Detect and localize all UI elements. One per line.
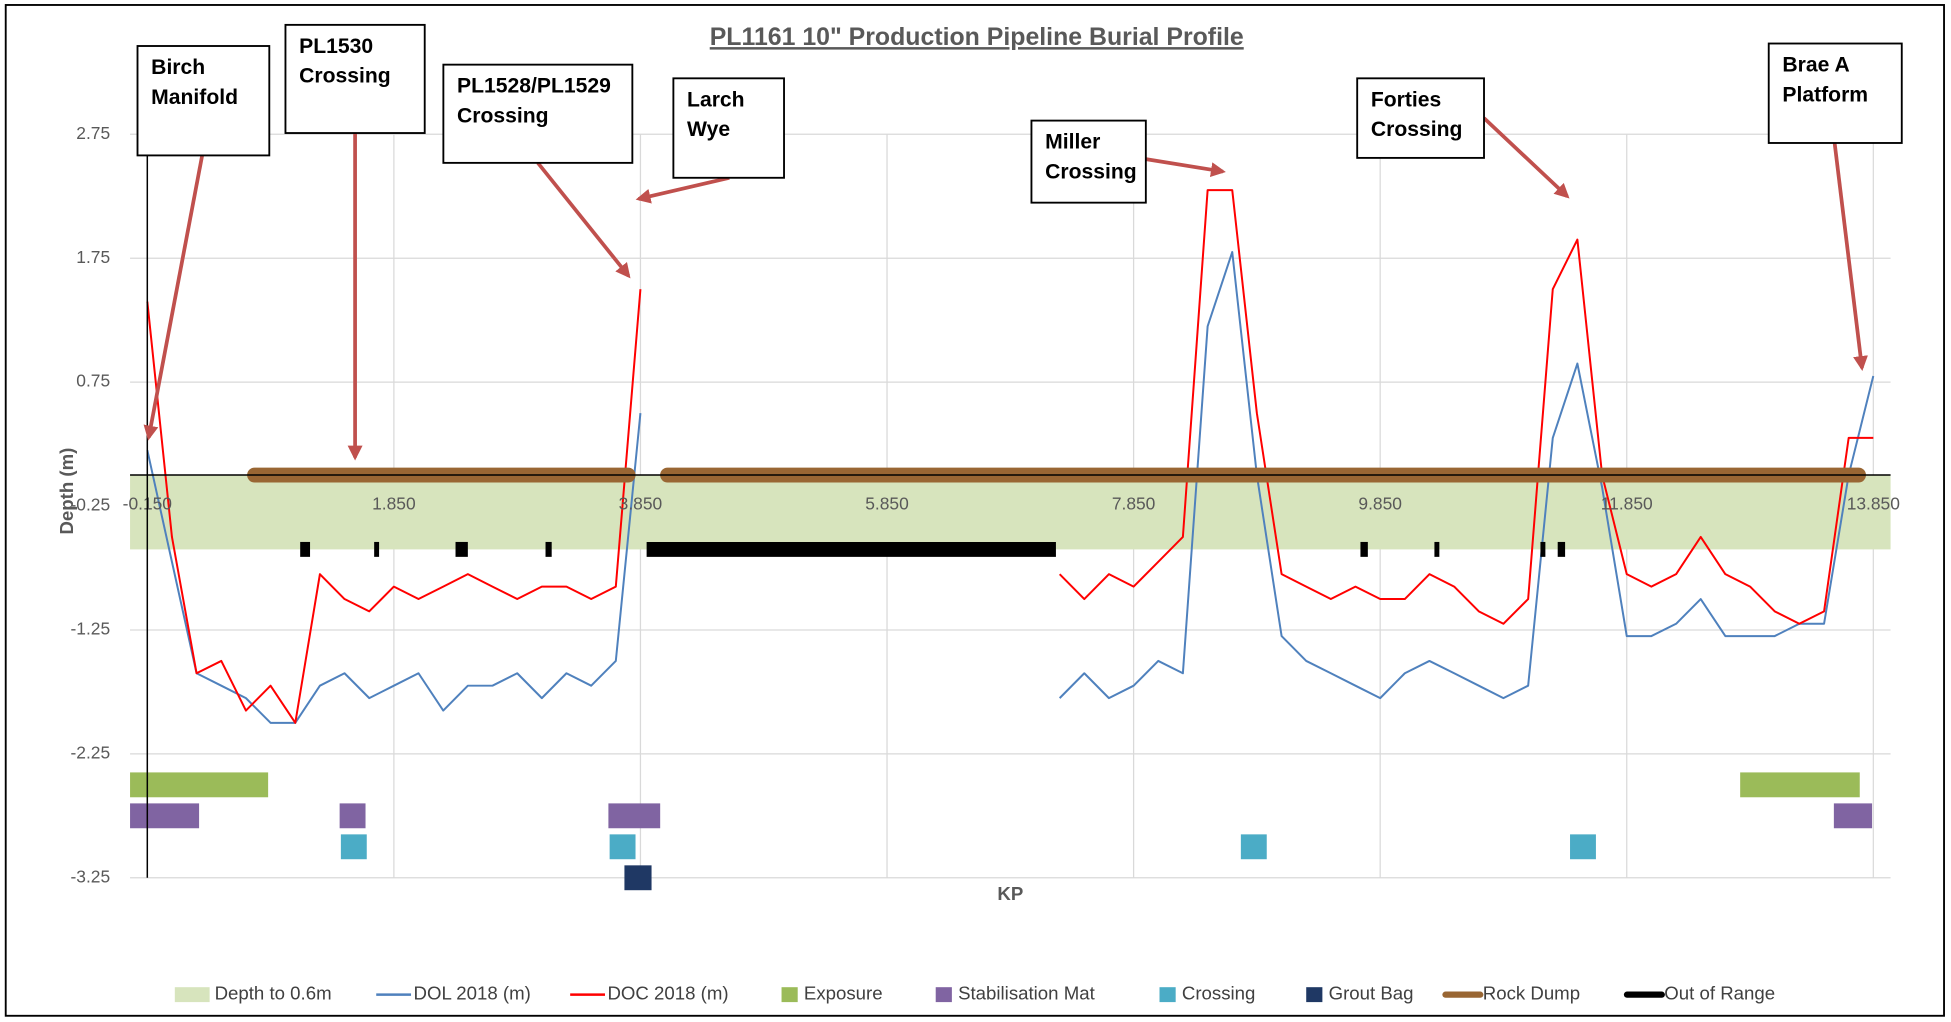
annotation-box: [672, 77, 785, 179]
annotation-box: [284, 23, 426, 134]
annotation-text: Wye: [687, 118, 730, 141]
legend-swatch: [1159, 987, 1176, 1003]
annotation-box: [442, 63, 634, 164]
annotation-text: Miller: [1045, 131, 1100, 154]
block: [609, 834, 636, 860]
annotation-arrow: [1482, 116, 1570, 199]
x-tick-label: 3.850: [619, 493, 663, 513]
block: [608, 803, 661, 829]
legend-label: Stabilisation Mat: [958, 983, 1095, 1004]
x-tick-label: 7.850: [1112, 493, 1156, 513]
legend-swatch: [935, 987, 952, 1003]
y-tick-label: -1.25: [71, 619, 111, 639]
block: [1833, 803, 1873, 829]
x-tick-label: 13.850: [1847, 493, 1900, 513]
chart-title: PL1161 10" Production Pipeline Burial Pr…: [710, 23, 1244, 51]
legend-label: Exposure: [804, 983, 883, 1004]
block: [1240, 834, 1267, 860]
annotation-box: [136, 45, 271, 157]
annotation-text: Forties: [1371, 88, 1441, 111]
annotation-text: Crossing: [299, 65, 391, 88]
legend-label: DOC 2018 (m): [607, 983, 728, 1004]
block: [130, 772, 269, 798]
x-tick-label: 11.850: [1601, 493, 1653, 513]
data-line: [146, 251, 1875, 724]
annotation-text: Crossing: [1371, 118, 1463, 141]
annotation-arrow: [635, 175, 730, 204]
x-tick-label: 1.850: [372, 493, 416, 513]
annotation-arrow: [1832, 142, 1868, 371]
annotation-arrow: [536, 161, 631, 279]
legend-swatch: [174, 987, 210, 1003]
annotation-box: [1356, 77, 1485, 159]
legend-swatch: [1306, 987, 1323, 1003]
annotation-text: Brae A: [1782, 53, 1849, 76]
data-line: [146, 189, 1874, 724]
legend-label: Depth to 0.6m: [215, 983, 332, 1004]
y-axis-title: Depth (m): [56, 448, 77, 535]
x-axis-title: KP: [997, 883, 1023, 904]
annotation-arrow: [1145, 157, 1226, 178]
annotation-text: Crossing: [1045, 160, 1137, 183]
annotation-text: PL1530: [299, 35, 373, 58]
y-tick-label: 1.75: [76, 247, 110, 267]
x-tick-label: 5.850: [865, 493, 909, 513]
legend-label: Rock Dump: [1483, 983, 1580, 1004]
block: [339, 803, 366, 829]
annotation-text: Platform: [1782, 83, 1868, 106]
legend-label: DOL 2018 (m): [414, 983, 531, 1004]
block: [340, 834, 367, 860]
block: [1570, 834, 1596, 860]
annotation-box: [1767, 42, 1903, 144]
x-tick-label: 9.850: [1358, 493, 1402, 513]
annotation-text: PL1528/PL1529: [457, 75, 611, 98]
legend-label: Out of Range: [1664, 983, 1775, 1004]
annotation-arrow: [143, 155, 204, 441]
legend-swatch: [781, 987, 798, 1003]
annotation-box: [1030, 119, 1147, 204]
annotation-text: Larch: [687, 88, 745, 111]
legend-label: Crossing: [1182, 983, 1256, 1004]
y-tick-label: -3.25: [71, 866, 111, 886]
y-tick-label: 0.75: [76, 371, 110, 391]
block: [130, 803, 200, 829]
y-tick-label: -0.25: [71, 495, 111, 515]
annotation-text: Crossing: [457, 104, 549, 127]
y-tick-label: 2.75: [76, 123, 110, 143]
block: [1740, 772, 1860, 798]
annotation-text: Manifold: [151, 86, 238, 109]
y-tick-label: -2.25: [71, 742, 111, 762]
block: [624, 865, 652, 891]
depth-band: [130, 475, 1891, 550]
legend-label: Grout Bag: [1329, 983, 1414, 1004]
annotation-text: Birch: [151, 56, 205, 79]
